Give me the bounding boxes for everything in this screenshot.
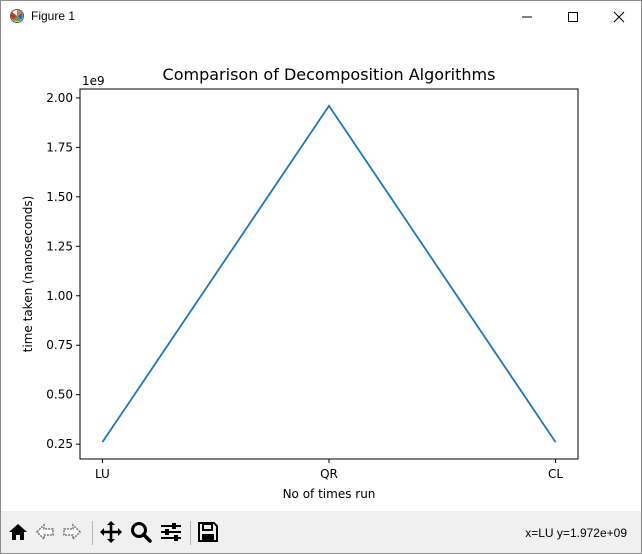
- back-icon: [35, 523, 54, 541]
- plot-area: [79, 88, 579, 460]
- save-icon: [198, 522, 218, 542]
- toolbar-separator: [190, 521, 191, 545]
- configure-subplots-button[interactable]: [158, 519, 184, 545]
- y-axis: 0.25 0.50 0.75 1.00 1.25 1.50 1.75 2.00: [46, 91, 80, 451]
- y-tick-label: 1.75: [46, 140, 73, 154]
- minimize-icon: [522, 16, 532, 17]
- close-button[interactable]: [596, 1, 642, 32]
- x-tick-label: CL: [548, 467, 563, 481]
- toolbar-separator: [92, 521, 93, 545]
- y-tick-label: 0.75: [46, 338, 73, 352]
- x-axis: LU QR CL: [95, 459, 563, 481]
- minimize-button[interactable]: [504, 1, 550, 32]
- y-offset-text: 1e9: [82, 74, 105, 88]
- line-chart[interactable]: Comparison of Decomposition Algorithms 1…: [1, 32, 641, 511]
- y-tick-label: 1.50: [46, 190, 73, 204]
- series-layer: [101, 104, 557, 443]
- back-button[interactable]: [32, 519, 58, 545]
- zoom-button[interactable]: [128, 519, 154, 545]
- x-tick-label: LU: [95, 467, 110, 481]
- forward-button[interactable]: [59, 519, 85, 545]
- x-axis-label: No of times run: [283, 487, 376, 501]
- matplotlib-app-icon: [10, 9, 24, 23]
- figure-canvas[interactable]: Comparison of Decomposition Algorithms 1…: [1, 32, 641, 511]
- home-icon: [9, 524, 27, 540]
- y-tick-label: 1.00: [46, 289, 73, 303]
- y-tick-label: 2.00: [46, 91, 73, 105]
- y-tick-label: 0.50: [46, 388, 73, 402]
- close-icon: [613, 11, 625, 22]
- home-button[interactable]: [5, 519, 31, 545]
- title-bar: Figure 1: [1, 1, 641, 32]
- chart-title: Comparison of Decomposition Algorithms: [163, 65, 496, 84]
- zoom-icon: [131, 522, 152, 543]
- x-tick-label: QR: [320, 467, 338, 481]
- configure-icon: [161, 523, 181, 541]
- pan-button[interactable]: [98, 519, 124, 545]
- y-tick-label: 0.25: [46, 437, 73, 451]
- y-tick-label: 1.25: [46, 239, 73, 253]
- forward-icon: [63, 523, 82, 541]
- maximize-button[interactable]: [550, 1, 596, 32]
- pan-icon: [100, 521, 122, 543]
- maximize-icon: [568, 11, 578, 22]
- cursor-coordinates: x=LU y=1.972e+09: [525, 526, 627, 540]
- window-title: Figure 1: [31, 9, 76, 23]
- y-axis-label: time taken (nanoseconds): [21, 196, 35, 353]
- save-button[interactable]: [195, 519, 221, 545]
- navigation-toolbar: x=LU y=1.972e+09: [1, 511, 641, 553]
